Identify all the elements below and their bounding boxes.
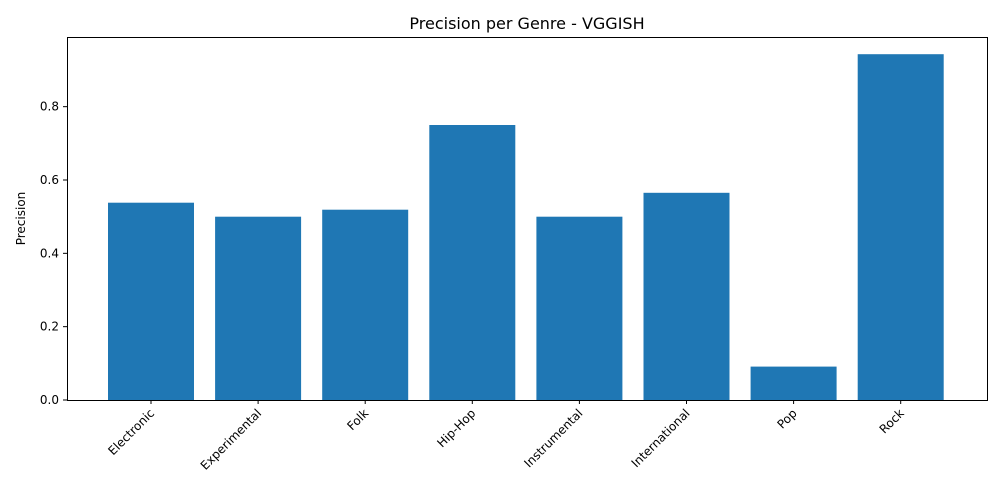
x-tick-label: Pop (774, 406, 799, 431)
y-tick-label: 0.8 (40, 100, 59, 114)
x-tick-label: Electronic (105, 406, 157, 458)
bar-hip-hop (429, 125, 515, 400)
bar-rock (858, 54, 944, 400)
bar-instrumental (536, 217, 622, 400)
chart-title: Precision per Genre - VGGISH (409, 14, 644, 33)
bar-pop (751, 367, 837, 400)
x-tick-label: Instrumental (521, 406, 585, 470)
bar-international (644, 193, 730, 400)
y-tick-label: 0.4 (40, 246, 59, 260)
plot-frame (68, 38, 988, 401)
bar-experimental (215, 217, 301, 400)
x-tick-label: International (629, 406, 693, 470)
x-tick-label: Experimental (198, 406, 264, 472)
bar-folk (322, 210, 408, 400)
bar-electronic (108, 203, 194, 400)
y-axis-label: Precision (14, 192, 28, 246)
x-tick-label: Folk (344, 406, 371, 433)
y-tick-label: 0.2 (40, 320, 59, 334)
y-tick-label: 0.0 (40, 393, 59, 407)
y-axis-ticks: 0.0 0.2 0.4 0.6 0.8 (40, 100, 67, 407)
x-axis-ticks: Electronic Experimental Folk Hip-Hop Instrum… (105, 400, 906, 473)
bars-group (108, 54, 944, 400)
y-tick-label: 0.6 (40, 173, 59, 187)
x-tick-label: Rock (877, 406, 907, 436)
x-tick-label: Hip-Hop (434, 406, 478, 450)
